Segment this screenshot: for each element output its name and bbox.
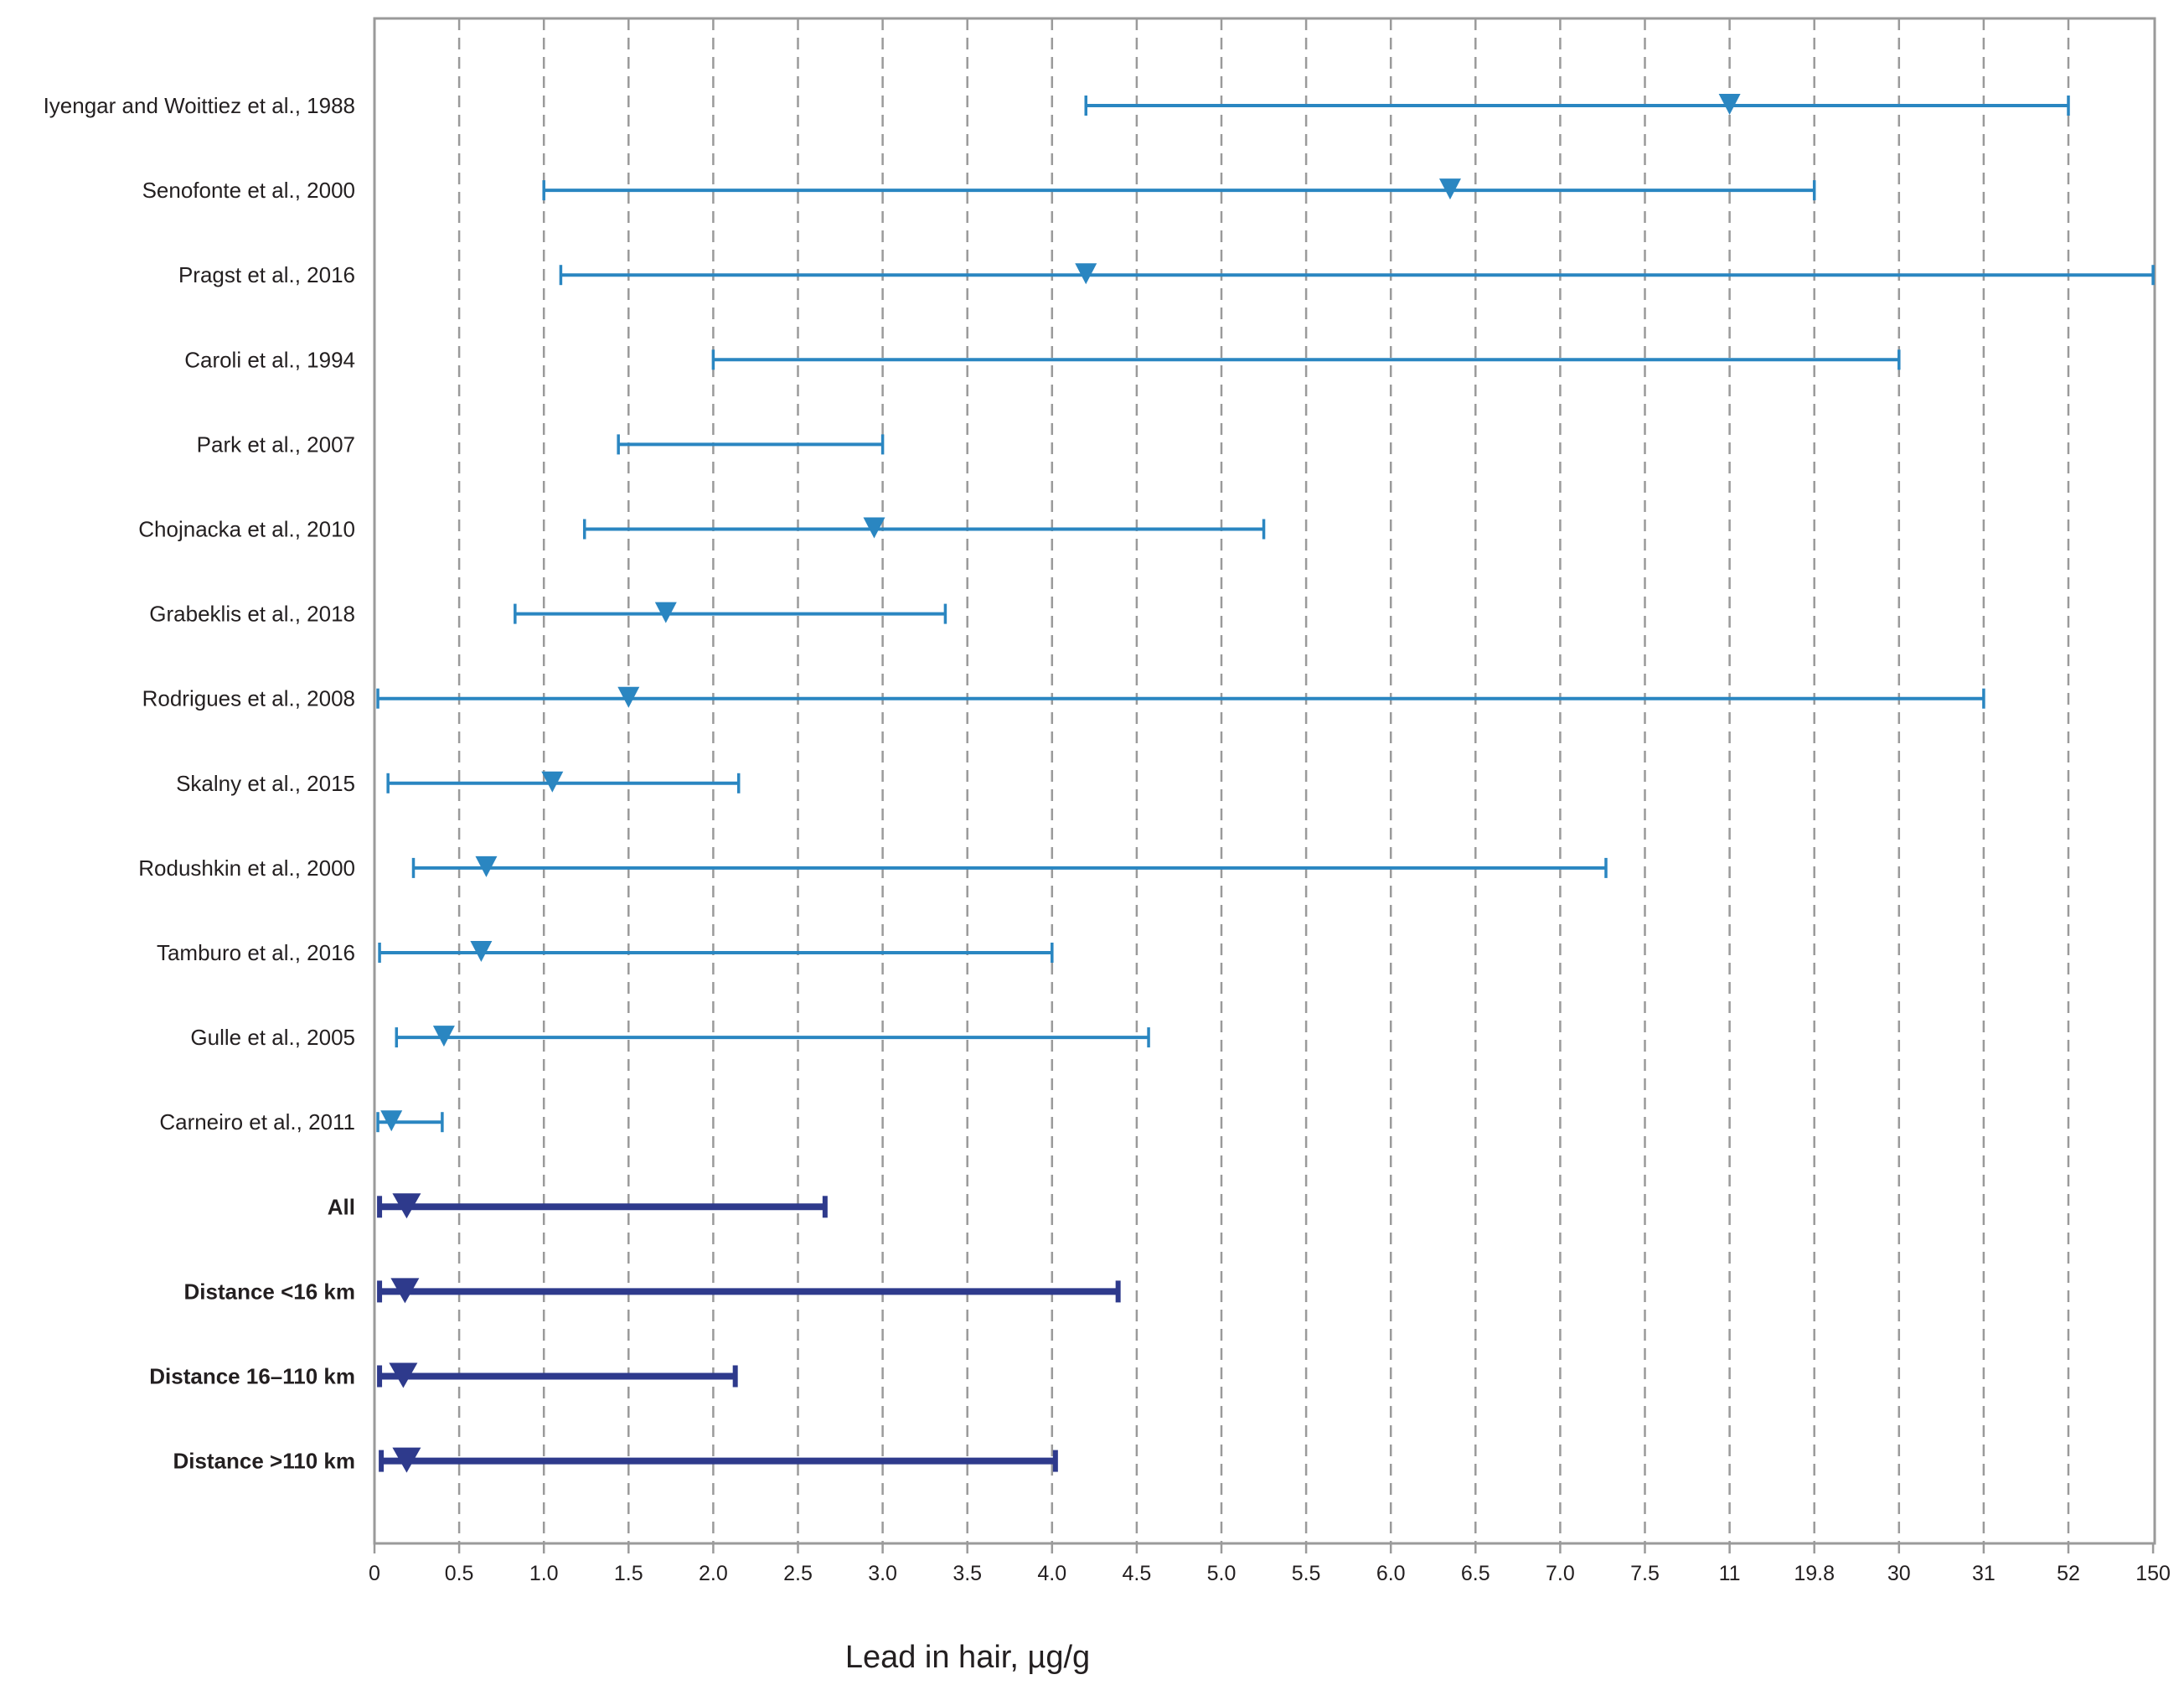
median-marker — [390, 1278, 420, 1304]
median-marker — [470, 941, 493, 962]
row-label: Rodrigues et al., 2008 — [142, 686, 355, 711]
median-marker — [389, 1362, 418, 1388]
x-tick-label: 2.5 — [783, 1562, 813, 1585]
x-tick-label: 1.0 — [529, 1562, 559, 1585]
x-tick-label: 4.5 — [1123, 1562, 1152, 1585]
row-label: Park et al., 2007 — [197, 432, 355, 457]
median-marker — [475, 855, 498, 877]
median-marker — [1718, 94, 1741, 115]
row-label: All — [328, 1194, 355, 1219]
row-label: Chojnacka et al., 2010 — [138, 517, 355, 542]
median-marker — [863, 517, 885, 539]
median-marker — [541, 771, 564, 793]
median-marker — [617, 686, 640, 708]
x-axis-ticks: 0 0.5 1.0 1.5 2.0 2.5 3.0 3.5 4.0 4.5 5.0 5.5 6.0 6.5… — [369, 1543, 2171, 1585]
x-tick-label: 19.8 — [1794, 1562, 1835, 1585]
x-tick-label: 7.5 — [1630, 1562, 1660, 1585]
x-tick-label: 6.5 — [1461, 1562, 1490, 1585]
row-label: Tamburo et al., 2016 — [157, 940, 355, 965]
range-series — [376, 94, 2155, 1473]
row-label: Senofonte et al., 2000 — [142, 178, 355, 203]
x-tick-label: 0 — [369, 1562, 380, 1585]
row-label: Distance >110 km — [173, 1449, 355, 1474]
x-tick-label: 7.0 — [1546, 1562, 1575, 1585]
median-marker — [654, 602, 677, 623]
gridlines — [457, 18, 2070, 1543]
x-axis-title: Lead in hair, µg/g — [845, 1640, 1090, 1675]
x-tick-label: 5.5 — [1292, 1562, 1321, 1585]
median-marker — [1438, 178, 1461, 200]
row-label: Carneiro et al., 2011 — [159, 1109, 355, 1135]
x-tick-label: 3.0 — [868, 1562, 897, 1585]
median-marker — [392, 1193, 421, 1219]
row-label: Skalny et al., 2015 — [176, 771, 355, 796]
row-label: Rodushkin et al., 2000 — [138, 855, 355, 881]
row-label: Distance <16 km — [183, 1279, 355, 1304]
x-tick-label: 31 — [1972, 1562, 1996, 1585]
median-marker — [432, 1026, 455, 1047]
x-tick-label: 2.0 — [699, 1562, 728, 1585]
x-tick-label: 11 — [1719, 1562, 1741, 1585]
x-tick-label: 3.5 — [953, 1562, 982, 1585]
row-label: Distance 16–110 km — [149, 1364, 355, 1389]
x-tick-label: 52 — [2057, 1562, 2080, 1585]
row-labels: Iyengar and Woittiez et al., 1988 Senofon… — [44, 93, 355, 1474]
x-tick-label: 4.0 — [1037, 1562, 1066, 1585]
median-marker — [392, 1447, 421, 1473]
row-label: Gulle et al., 2005 — [190, 1025, 355, 1050]
row-label: Pragst et al., 2016 — [178, 262, 355, 287]
x-tick-label: 1.5 — [614, 1562, 643, 1585]
row-label: Iyengar and Woittiez et al., 1988 — [44, 93, 355, 118]
x-tick-label: 6.0 — [1376, 1562, 1406, 1585]
median-marker — [1075, 263, 1097, 285]
x-tick-label: 5.0 — [1207, 1562, 1237, 1585]
x-tick-label: 150 — [2135, 1562, 2171, 1585]
x-tick-label: 0.5 — [445, 1562, 474, 1585]
row-label: Grabeklis et al., 2018 — [149, 602, 355, 627]
row-label: Caroli et al., 1994 — [184, 347, 355, 372]
plot-frame — [373, 17, 2156, 1545]
x-tick-label: 30 — [1887, 1562, 1911, 1585]
median-marker — [380, 1110, 403, 1132]
